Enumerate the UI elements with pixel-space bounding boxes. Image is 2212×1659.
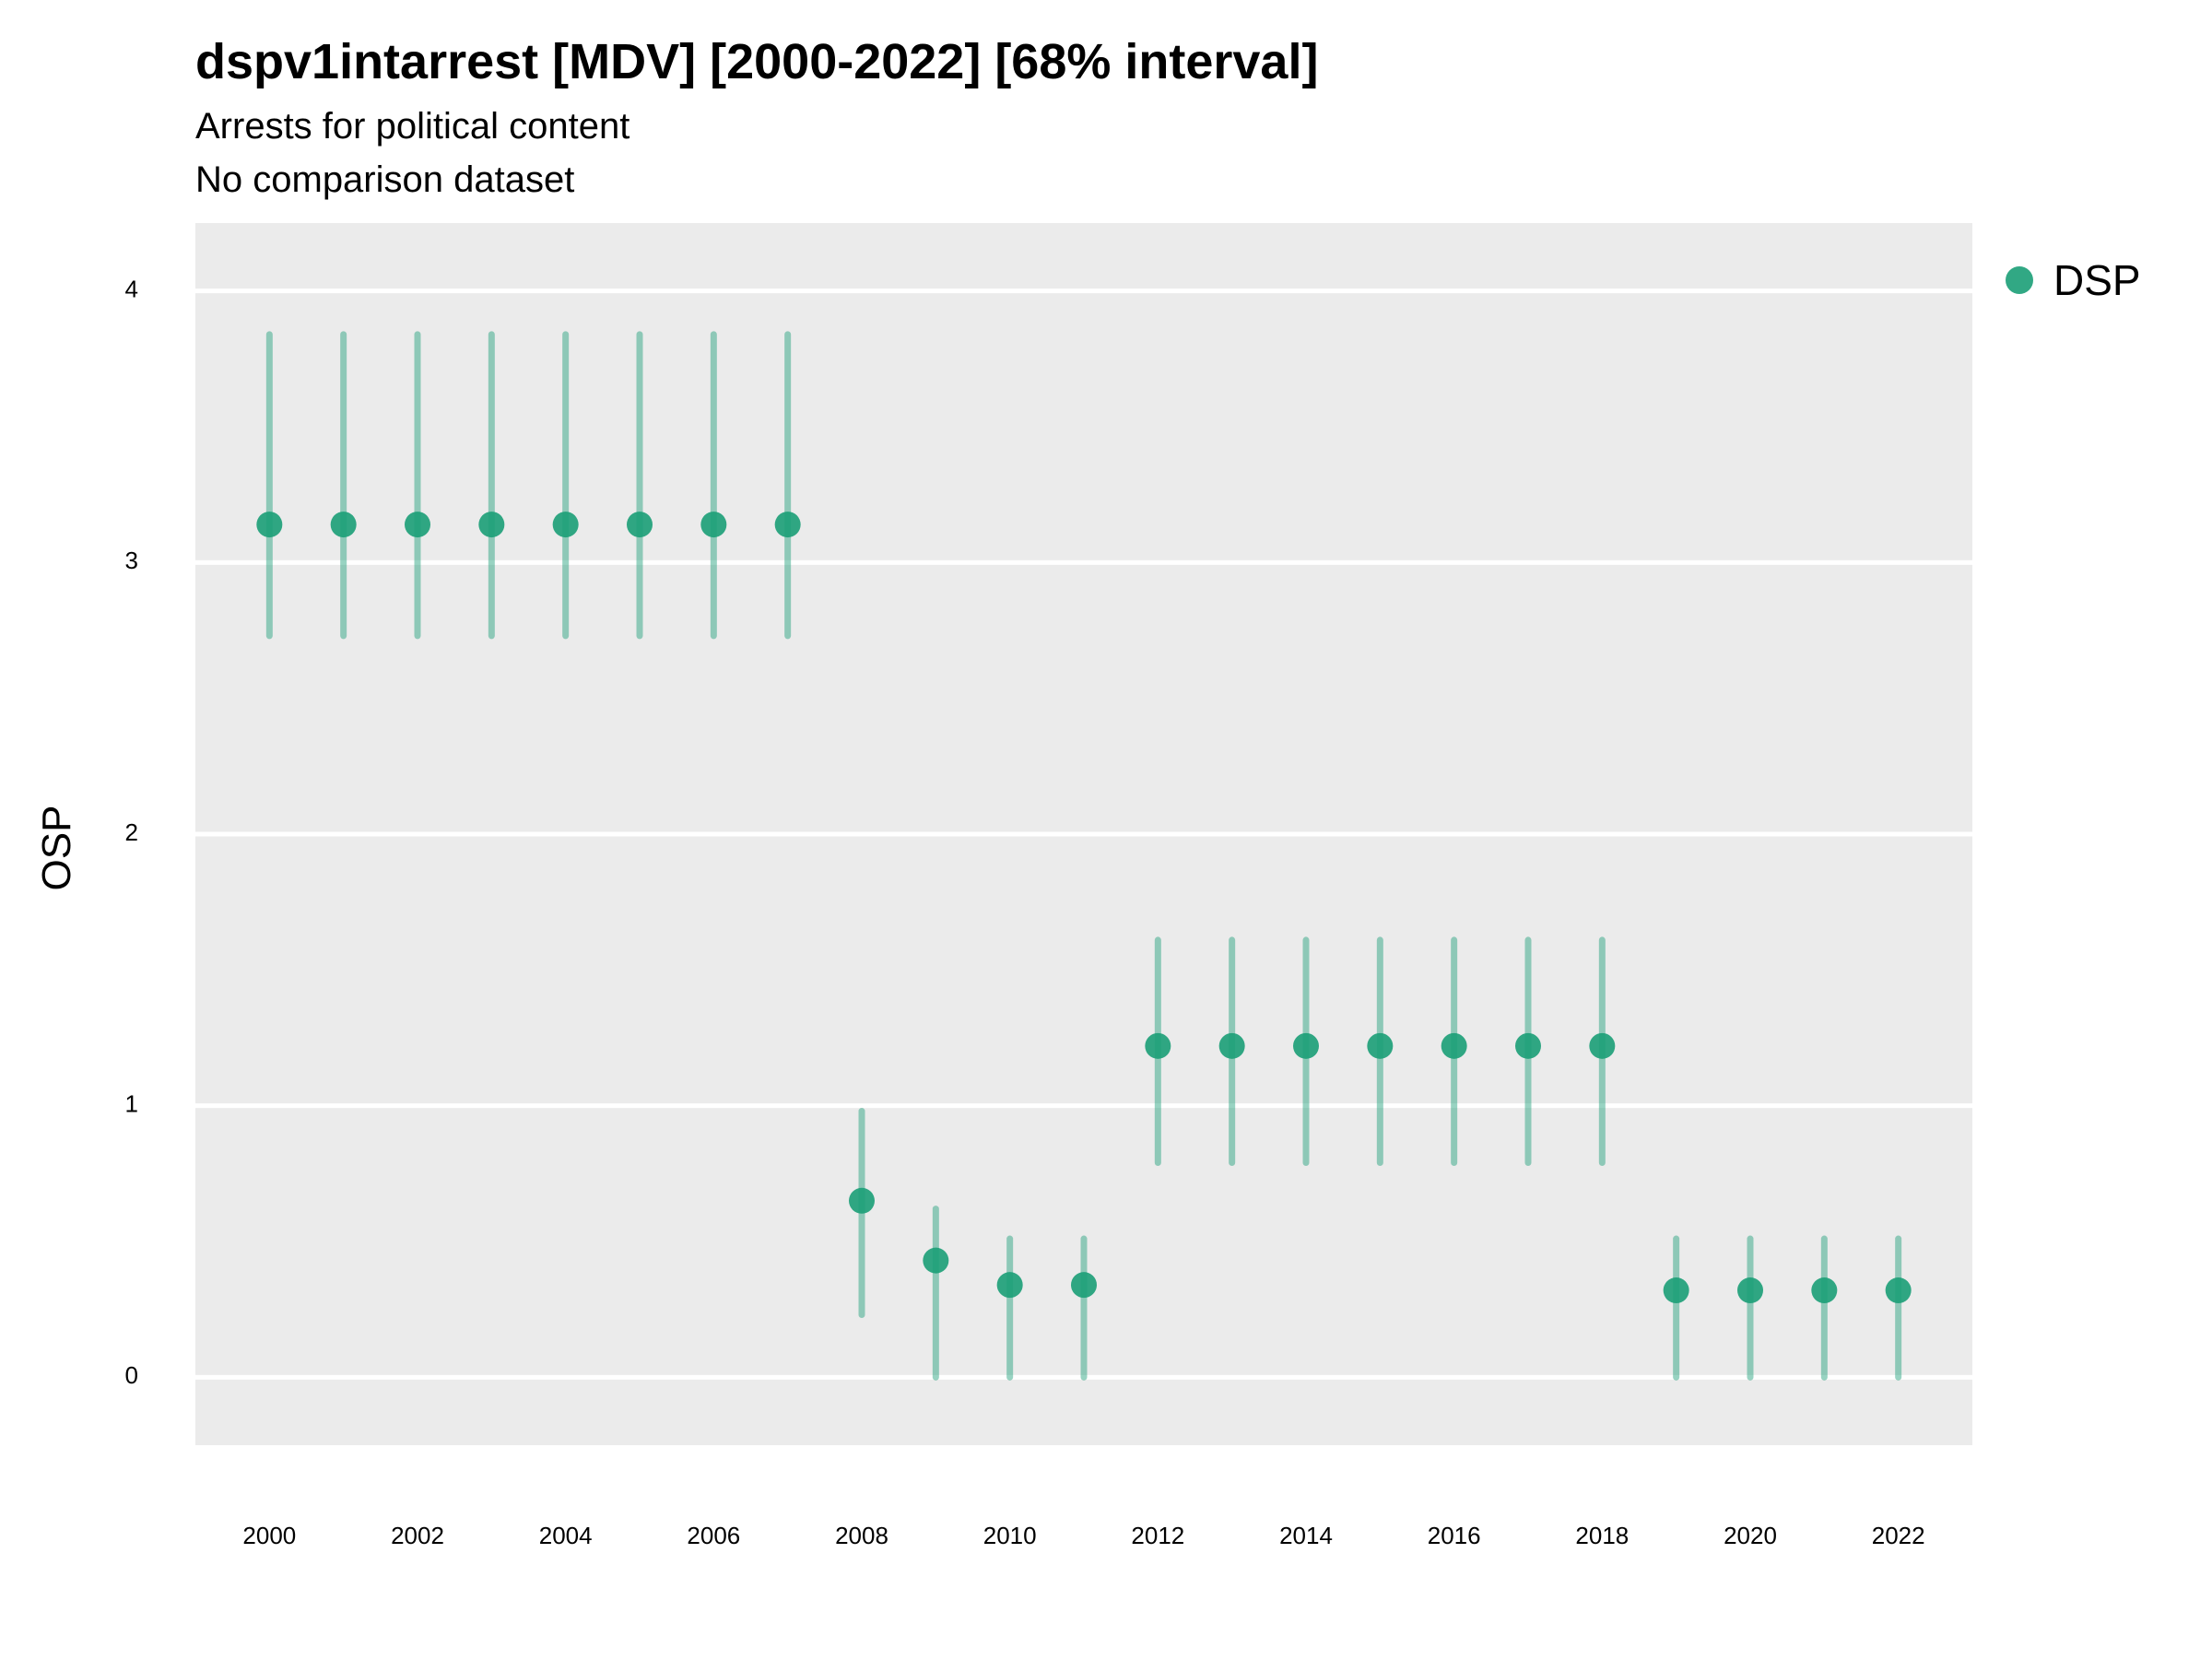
data-point: [256, 512, 283, 538]
chart-subtitle-comparison: No comparison dataset: [195, 159, 575, 200]
y-tick-label: 4: [125, 276, 138, 303]
x-tick-label: 2016: [1428, 1522, 1481, 1549]
data-point: [1515, 1032, 1541, 1059]
data-point: [1737, 1277, 1763, 1304]
x-tick-label: 2022: [1872, 1522, 1925, 1549]
x-tick-label: 2008: [835, 1522, 888, 1549]
x-tick-labels: 2000 2002 2004 2006 2008 2010 2012 2014 2016 2018…: [242, 1522, 1924, 1549]
x-tick-label: 2020: [1724, 1522, 1777, 1549]
data-point: [627, 512, 653, 538]
x-tick-label: 2012: [1131, 1522, 1184, 1549]
x-tick-label: 2002: [391, 1522, 444, 1549]
data-point: [700, 512, 727, 538]
y-tick-label: 2: [125, 818, 138, 846]
data-point: [330, 512, 357, 538]
data-point: [552, 512, 579, 538]
x-tick-label: 2006: [687, 1522, 740, 1549]
data-point: [1367, 1032, 1394, 1059]
data-point: [1885, 1277, 1912, 1304]
data-point: [1663, 1277, 1689, 1304]
data-point: [774, 512, 801, 538]
chart-subtitle: Arrests for political content: [195, 106, 630, 147]
data-point: [1441, 1032, 1467, 1059]
data-point: [996, 1272, 1023, 1299]
data-point: [1218, 1032, 1245, 1059]
data-point: [1589, 1032, 1616, 1059]
y-tick-label: 0: [125, 1361, 138, 1389]
data-point: [1811, 1277, 1838, 1304]
data-point: [1293, 1032, 1319, 1059]
x-tick-label: 2018: [1575, 1522, 1629, 1549]
data-point: [478, 512, 505, 538]
legend-label: DSP: [2053, 256, 2141, 304]
x-tick-label: 2010: [983, 1522, 1037, 1549]
data-points: [256, 512, 1912, 1304]
legend: DSP: [2006, 251, 2141, 310]
data-point: [923, 1247, 949, 1274]
data-point: [849, 1187, 875, 1214]
legend-dot-icon: [2006, 266, 2033, 294]
y-tick-labels: 0 1 2 3 4: [125, 276, 138, 1390]
data-point: [1145, 1032, 1171, 1059]
x-tick-label: 2000: [242, 1522, 296, 1549]
y-tick-label: 3: [125, 547, 138, 574]
y-tick-label: 1: [125, 1090, 138, 1118]
data-point: [1071, 1272, 1097, 1299]
gridlines: [195, 288, 1972, 1380]
x-tick-label: 2004: [539, 1522, 593, 1549]
data-point: [405, 512, 430, 538]
x-tick-label: 2014: [1279, 1522, 1333, 1549]
chart-title: dspv1intarrest [MDV] [2000-2022] [68% in…: [195, 34, 1319, 89]
